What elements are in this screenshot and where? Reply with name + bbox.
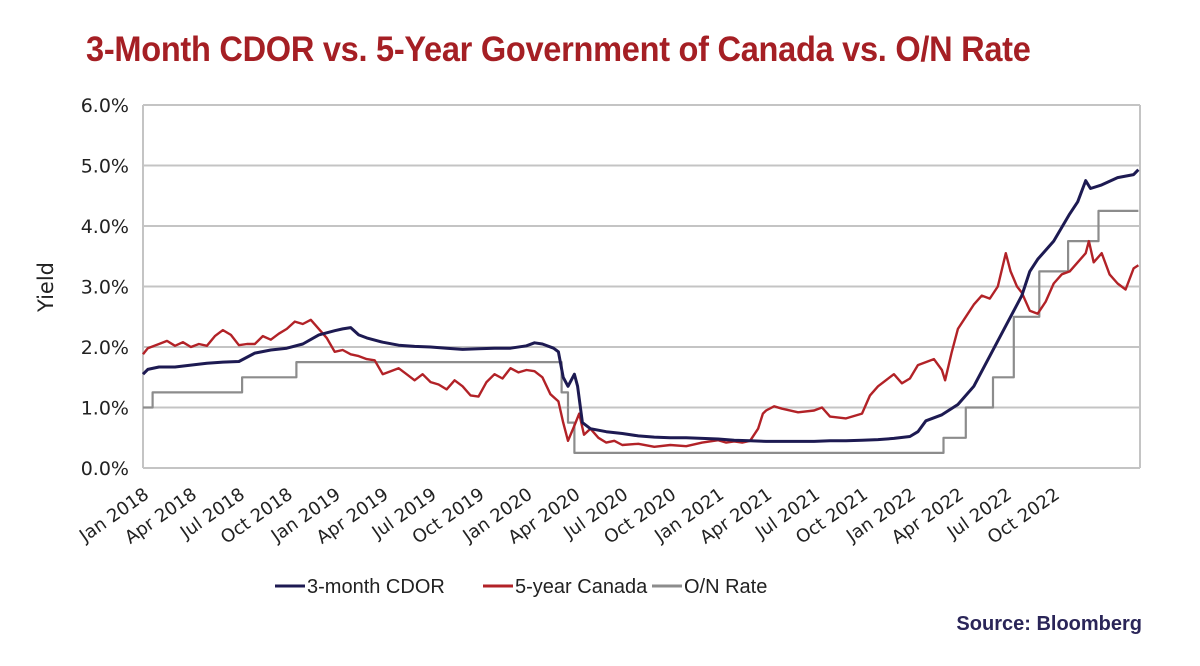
legend-label: 3-month CDOR [307,576,445,598]
legend-item: 3-month CDOR [275,576,445,598]
legend-label: O/N Rate [684,576,767,598]
series-line-5-year-canada [142,239,1140,448]
legend: 3-month CDOR 5-year Canada O/N Rate [275,576,767,598]
series-lines [141,168,1140,454]
y-axis-ticks: 0.0% 1.0% 2.0% 3.0% 4.0% 5.0% 6.0% [81,95,129,480]
y-tick-label: 6.0% [81,95,129,117]
y-tick-label: 1.0% [81,398,129,420]
chart-title: 3-Month CDOR vs. 5-Year Government of Ca… [86,30,1031,69]
legend-item: 5-year Canada [483,576,648,598]
y-tick-label: 3.0% [81,277,129,299]
y-tick-label: 2.0% [81,337,129,359]
grid [142,104,1141,469]
series-line-o-n-rate [143,209,1139,454]
legend-label: 5-year Canada [515,576,648,598]
y-tick-label: 5.0% [81,156,129,178]
legend-item: O/N Rate [652,576,767,598]
y-tick-label: 0.0% [81,458,129,480]
source-note: Source: Bloomberg [956,613,1142,635]
series-line-3-month-cdor [141,168,1140,443]
y-axis-label: Yield [34,262,58,313]
y-tick-label: 4.0% [81,216,129,238]
